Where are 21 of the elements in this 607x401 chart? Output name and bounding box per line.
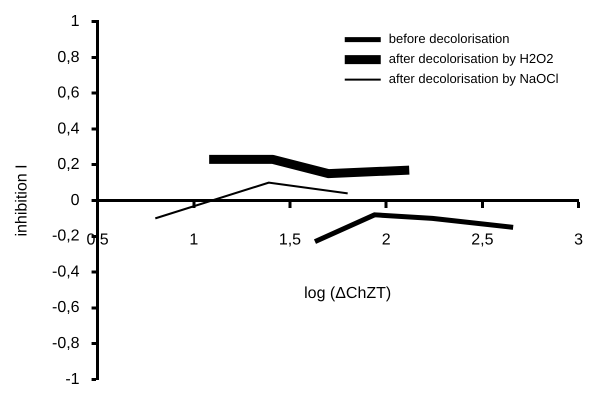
x-tick-label: 2 xyxy=(382,232,391,249)
y-tick-label: -0,4 xyxy=(52,263,80,280)
legend-label: after decolorisation by H2O2 xyxy=(388,51,554,66)
y-tick-label: 0,8 xyxy=(57,48,80,66)
x-tick-label: 1,5 xyxy=(278,232,302,249)
x-tick-label: 3 xyxy=(574,232,584,249)
y-tick-label: -0,8 xyxy=(52,335,80,352)
y-tick-label: -0,6 xyxy=(52,299,80,316)
y-tick-label: 1 xyxy=(70,13,80,30)
y-tick-label: -0,2 xyxy=(52,228,80,245)
legend-label: after decolorisation by NaOCl xyxy=(388,71,559,86)
x-axis-title: log (ΔChZT) xyxy=(304,284,392,302)
x-tick-label: 2,5 xyxy=(471,232,494,249)
y-tick-label: 0,6 xyxy=(57,84,80,102)
y-tick-label: 0,4 xyxy=(57,120,80,138)
y-axis-title: inhibition I xyxy=(13,164,30,237)
y-tick-label: 0 xyxy=(70,192,80,209)
x-tick-label: 1 xyxy=(189,232,198,249)
y-tick-label: 0,2 xyxy=(57,156,80,174)
y-tick-label: -1 xyxy=(65,370,80,388)
legend-label: before decolorisation xyxy=(388,31,510,46)
